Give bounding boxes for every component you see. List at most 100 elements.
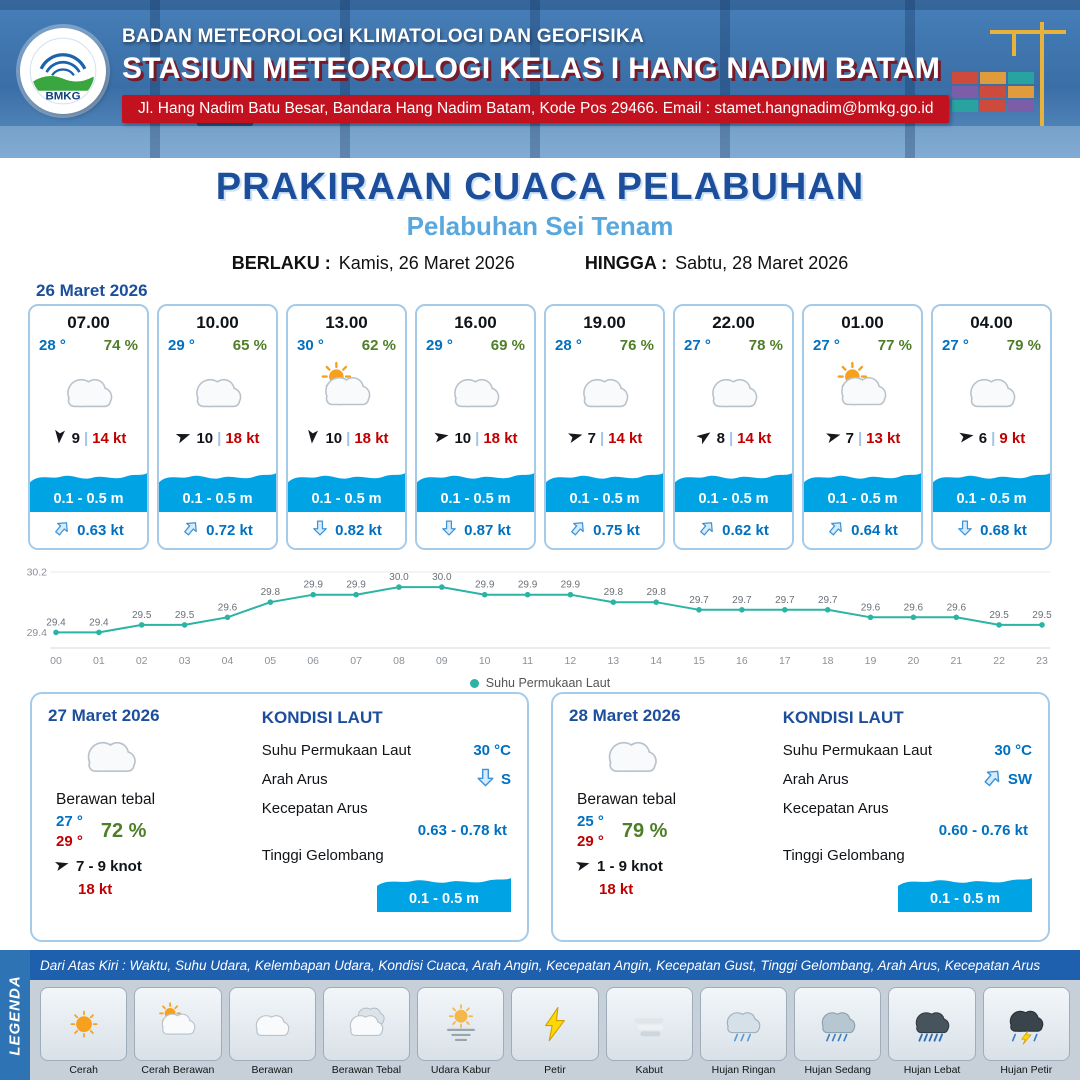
station-name: STASIUN METEOROLOGI KELAS I HANG NADIM B… <box>122 52 941 85</box>
day-humidity: 72 % <box>100 819 147 842</box>
divider: | <box>346 430 351 447</box>
card-time: 13.00 <box>325 313 368 332</box>
legend-item-label: Hujan Lebat <box>903 1064 961 1076</box>
wind-row: 7 | 13 kt <box>804 428 921 449</box>
legend-marker-icon <box>469 678 479 688</box>
weather-icon <box>30 354 147 428</box>
weather-icon <box>159 354 276 428</box>
storm-icon <box>982 987 1070 1061</box>
wave-height: 0.1 - 0.5 m <box>929 891 1001 907</box>
wind-direction-icon <box>825 428 842 449</box>
wind-gust: 14 kt <box>92 430 127 447</box>
card-temperature: 27 ° <box>684 337 711 354</box>
wind-direction-icon <box>175 428 192 449</box>
sst-value: 30 °C <box>994 742 1032 759</box>
wind-speed: 9 <box>71 430 80 447</box>
legend-item-rain-heavy: Hujan Lebat <box>888 987 976 1076</box>
svg-text:29.6: 29.6 <box>947 602 967 613</box>
temp-min: 27 ° <box>56 812 83 830</box>
card-temperature: 30 ° <box>297 337 324 354</box>
wind-speed: 10 <box>454 430 472 447</box>
card-time: 22.00 <box>712 313 755 332</box>
day-card-left: 28 Maret 2026 Berawan tebal 25 ° 29 ° 79… <box>569 706 773 928</box>
wind-direction-icon <box>696 428 713 449</box>
temp-max: 29 ° <box>56 832 83 850</box>
divider: | <box>728 430 734 447</box>
legend-vertical-label: LEGENDA <box>6 974 24 1056</box>
wave-height-band: 0.1 - 0.5 m <box>30 464 147 512</box>
svg-text:16: 16 <box>736 655 748 667</box>
temp-humidity-row: 29 ° 69 % <box>417 333 534 354</box>
agency-name: BADAN METEOROLOGI KLIMATOLOGI DAN GEOFIS… <box>122 26 645 47</box>
temp-humidity-row: 28 ° 74 % <box>30 333 147 354</box>
current-direction-icon <box>569 519 587 542</box>
forecast-card-13.00: 13.00 30 ° 62 % 10 | 18 kt 0.1 - 0.5 m 0… <box>286 304 407 550</box>
wave-height: 0.1 - 0.5 m <box>53 491 124 507</box>
forecast-date-label: 26 Maret 2026 <box>36 281 148 300</box>
header-banner: BMKG BADAN METEOROLOGI KLIMATOLOGI DAN G… <box>0 0 1080 158</box>
current-row: 0.63 kt <box>30 512 147 548</box>
wind-direction-icon <box>958 428 975 449</box>
wave-height: 0.1 - 0.5 m <box>569 491 640 507</box>
wave-height-band: 0.1 - 0.5 m <box>546 464 663 512</box>
current-speed: 0.82 kt <box>335 521 382 539</box>
wind-row: 7 | 14 kt <box>546 428 663 449</box>
current-direction-label: Arah Arus <box>782 771 849 788</box>
weather-icon <box>933 354 1050 428</box>
card-humidity: 69 % <box>490 337 525 354</box>
temp-humidity-row: 27 ° 77 % <box>804 333 921 354</box>
card-temperature: 27 ° <box>942 337 969 354</box>
current-speed-value: 0.63 - 0.78 kt <box>417 822 507 839</box>
legend-item-haze: Udara Kabur <box>417 987 505 1076</box>
wind-direction-icon <box>433 428 450 449</box>
svg-text:30.0: 30.0 <box>432 572 452 583</box>
legend-items: Cerah Cerah Berawan Berawan Berawan Teba… <box>30 980 1080 1080</box>
card-humidity: 77 % <box>877 337 912 354</box>
wave-height: 0.1 - 0.5 m <box>408 891 480 907</box>
wind-gust: 18 kt <box>483 430 518 447</box>
legend-item-label: Hujan Sedang <box>804 1064 872 1076</box>
wave-height-band: 0.1 - 0.5 m <box>159 464 276 512</box>
svg-text:12: 12 <box>565 655 577 667</box>
card-humidity: 76 % <box>619 337 654 354</box>
current-direction-icon <box>53 519 71 542</box>
card-humidity: 65 % <box>232 337 267 354</box>
wave-height: 0.1 - 0.5 m <box>182 491 253 507</box>
wave-row: Tinggi Gelombang <box>783 847 1032 864</box>
sst-value: 30 °C <box>473 742 511 759</box>
forecast-card-04.00: 04.00 27 ° 79 % 6 | 9 kt 0.1 - 0.5 m 0.6… <box>931 304 1052 550</box>
svg-text:29.9: 29.9 <box>561 580 581 591</box>
port-illustration <box>0 0 1080 158</box>
chart-legend-label: Suhu Permukaan Laut <box>485 676 611 690</box>
day-gust: 18 kt <box>599 880 634 898</box>
wind-speed: 10 <box>196 430 214 447</box>
current-direction-label: Arah Arus <box>261 771 328 788</box>
weather-icon <box>675 354 792 428</box>
card-humidity: 62 % <box>361 337 396 354</box>
day-gust: 18 kt <box>78 880 113 898</box>
card-time: 01.00 <box>841 313 884 332</box>
card-time: 07.00 <box>67 313 110 332</box>
validity-row: BERLAKU : Kamis, 26 Maret 2026 HINGGA : … <box>0 253 1080 274</box>
svg-text:22: 22 <box>993 655 1005 667</box>
current-direction-icon <box>311 519 329 542</box>
sst-line-chart: 29.4 30.2 29.4 29.4 29.5 29.5 29.6 29.8 29.9 29.… <box>22 556 1058 691</box>
wave-label: Tinggi Gelombang <box>782 847 905 864</box>
wave-height-band: 0.1 - 0.5 m <box>675 464 792 512</box>
station-address: Jl. Hang Nadim Batu Besar, Bandara Hang … <box>122 95 950 123</box>
temp-humidity-row: 29 ° 65 % <box>159 333 276 354</box>
current-speed-row: Kecepatan Arus <box>783 800 1032 817</box>
forecast-card-19.00: 19.00 28 ° 76 % 7 | 14 kt 0.1 - 0.5 m 0.… <box>544 304 665 550</box>
hingga-value: Sabtu, 28 Maret 2026 <box>675 253 849 273</box>
svg-text:00: 00 <box>50 655 62 667</box>
wind-direction-icon <box>51 428 68 449</box>
svg-text:29.5: 29.5 <box>175 610 195 621</box>
wind-gust: 9 kt <box>999 430 1026 447</box>
weather-icon <box>546 354 663 428</box>
wind-row: 8 | 14 kt <box>675 428 792 449</box>
current-direction-row: Arah Arus SW <box>783 767 1032 792</box>
forecast-card-01.00: 01.00 27 ° 77 % 7 | 13 kt 0.1 - 0.5 m 0.… <box>802 304 923 550</box>
wave-height: 0.1 - 0.5 m <box>311 491 382 507</box>
temp-column: 25 ° 29 ° <box>577 813 604 850</box>
